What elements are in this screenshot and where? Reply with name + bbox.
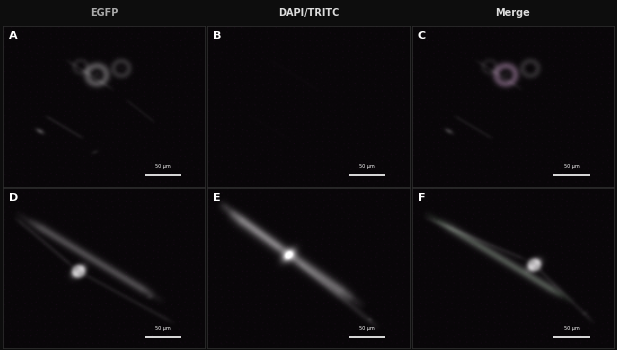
Text: Merge: Merge bbox=[495, 8, 530, 18]
Text: 50 μm: 50 μm bbox=[563, 164, 579, 169]
Text: 50 μm: 50 μm bbox=[359, 326, 375, 331]
Text: DAPI/TRITC: DAPI/TRITC bbox=[278, 8, 339, 18]
Text: C: C bbox=[418, 31, 426, 41]
Text: 50 μm: 50 μm bbox=[359, 164, 375, 169]
Text: EGFP: EGFP bbox=[90, 8, 118, 18]
Text: A: A bbox=[9, 31, 18, 41]
Text: 50 μm: 50 μm bbox=[563, 326, 579, 331]
Text: F: F bbox=[418, 193, 425, 203]
Text: D: D bbox=[9, 193, 19, 203]
Text: 50 μm: 50 μm bbox=[155, 164, 171, 169]
Text: B: B bbox=[213, 31, 222, 41]
Text: 50 μm: 50 μm bbox=[155, 326, 171, 331]
Text: E: E bbox=[213, 193, 221, 203]
